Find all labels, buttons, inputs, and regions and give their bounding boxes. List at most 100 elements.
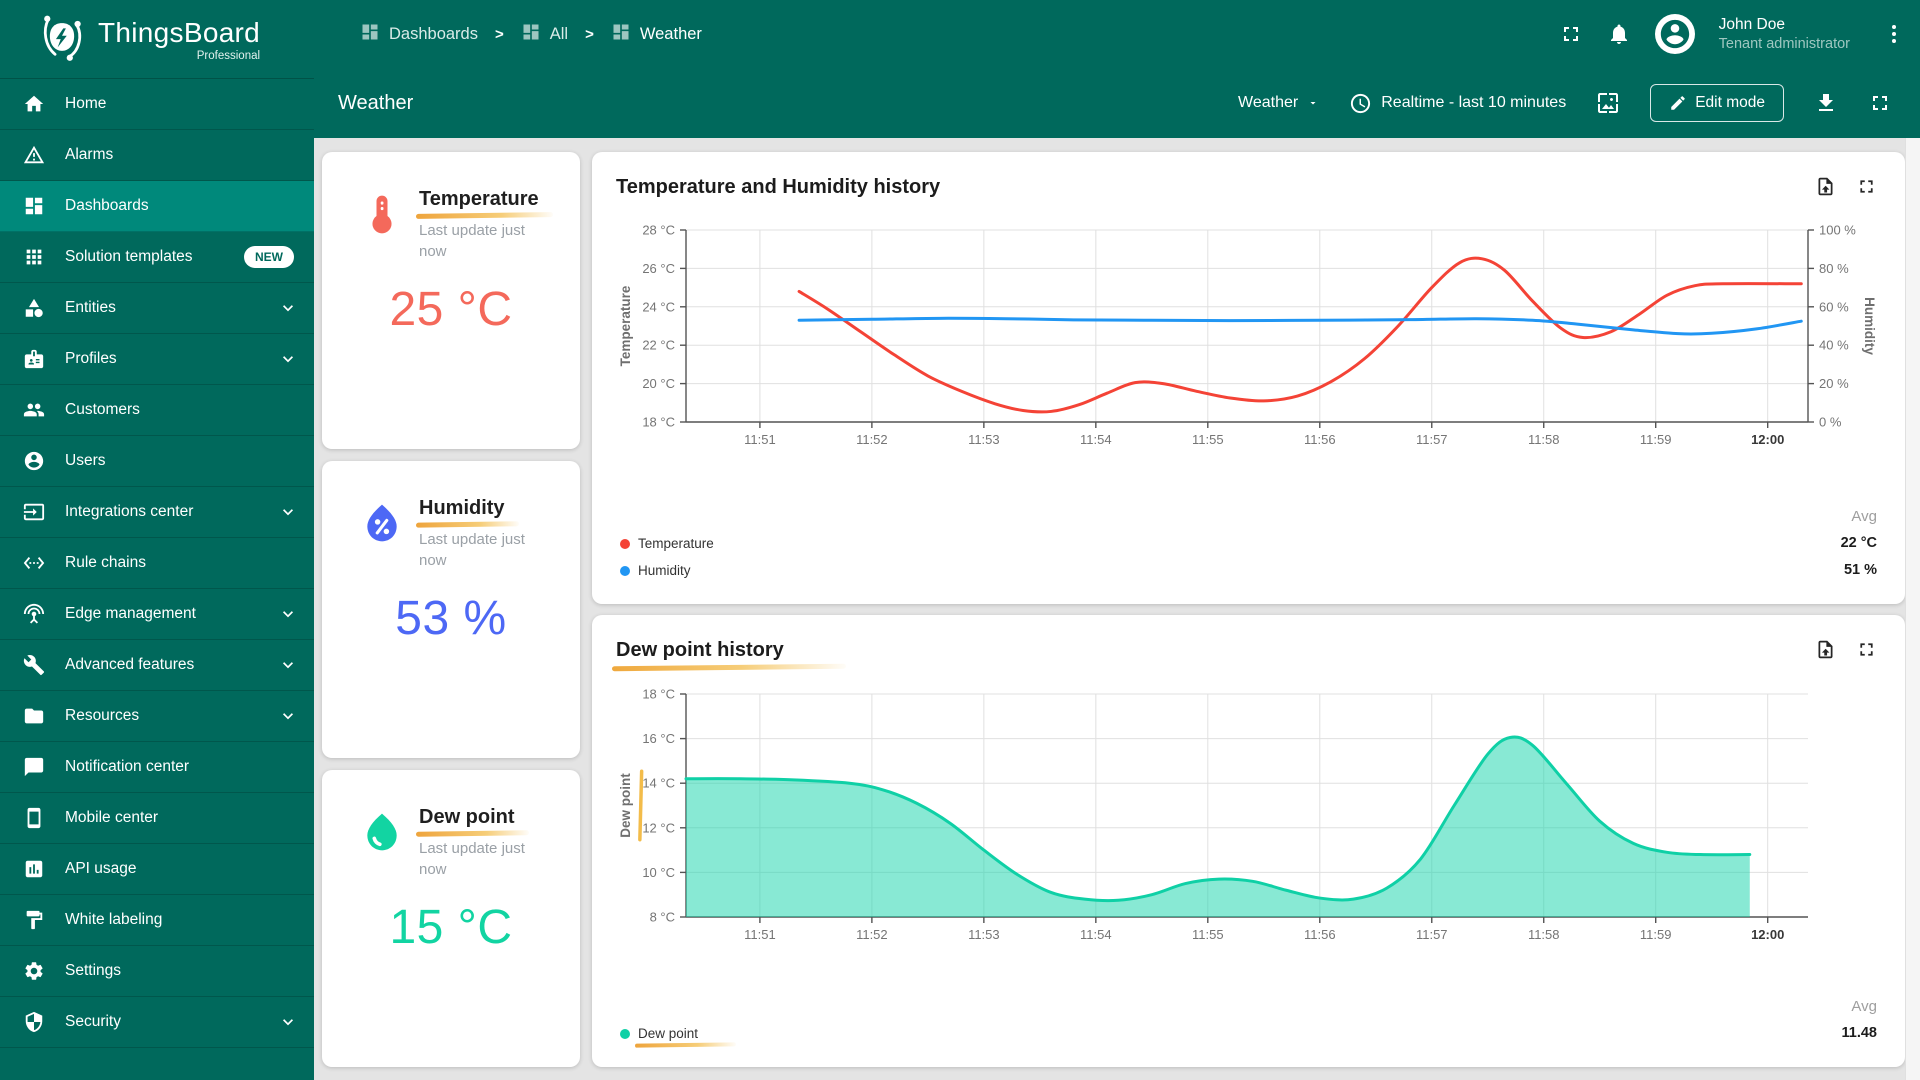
breadcrumb-label: Dashboards <box>389 24 478 43</box>
sidebar-item-advanced-features[interactable]: Advanced features <box>0 640 314 691</box>
sidebar-item-entities[interactable]: Entities <box>0 283 314 334</box>
chart-legend: Dew point <box>620 993 698 1047</box>
category-icon <box>23 297 45 319</box>
card-last-update: Last update just now <box>419 222 525 260</box>
sidebar-item-label: Notification center <box>65 758 190 775</box>
fullscreen-button[interactable] <box>1559 22 1583 46</box>
timewindow-button[interactable]: Realtime - last 10 minutes <box>1349 92 1566 115</box>
shield-icon <box>23 1011 45 1033</box>
sidebar-item-customers[interactable]: Customers <box>0 385 314 436</box>
export-widget-button[interactable] <box>1815 176 1836 197</box>
chart-icon <box>23 858 45 880</box>
sidebar-item-notification-center[interactable]: Notification center <box>0 742 314 793</box>
sidebar-item-rule-chains[interactable]: Rule chains <box>0 538 314 589</box>
svg-text:11:55: 11:55 <box>1192 432 1224 447</box>
legend-item-dew-point[interactable]: Dew point <box>620 1020 698 1047</box>
user-role: Tenant administrator <box>1718 35 1850 52</box>
svg-text:8 °C: 8 °C <box>650 910 675 925</box>
toolbar-actions: Weather Realtime - last 10 minutes Edit … <box>1238 84 1892 122</box>
widget-fullscreen-button[interactable] <box>1856 176 1877 197</box>
header-actions: John Doe Tenant administrator <box>1559 14 1906 54</box>
sidebar-item-label: API usage <box>65 860 137 877</box>
svg-text:10 °C: 10 °C <box>642 865 675 880</box>
widget-fullscreen-button[interactable] <box>1856 639 1877 660</box>
breadcrumb-item-weather[interactable]: Weather <box>611 22 702 47</box>
sidebar-item-mobile-center[interactable]: Mobile center <box>0 793 314 844</box>
more-menu-button[interactable] <box>1882 22 1906 46</box>
legend-item-temperature[interactable]: Temperature <box>620 530 714 557</box>
charts-column: Temperature and Humidity history 18 °C 20… <box>592 152 1905 1067</box>
svg-text:11:58: 11:58 <box>1528 432 1560 447</box>
edit-mode-button[interactable]: Edit mode <box>1650 84 1784 122</box>
chart-legend: Temperature Humidity <box>620 503 714 584</box>
dashboard-fullscreen-button[interactable] <box>1868 91 1892 115</box>
chat-icon <box>23 756 45 778</box>
download-icon <box>1819 94 1833 111</box>
badge-icon <box>23 348 45 370</box>
legend-label: Dew point <box>638 1026 699 1041</box>
legend-dot <box>620 565 630 576</box>
svg-text:11:51: 11:51 <box>744 927 776 942</box>
sidebar-item-label: Home <box>65 95 107 112</box>
legend-item-humidity[interactable]: Humidity <box>620 557 714 584</box>
pencil-icon <box>1671 96 1685 110</box>
thingsboard-logo[interactable]: ThingsBoard Professional <box>0 0 314 79</box>
humidity-drop-icon <box>360 501 404 545</box>
apps-icon <box>23 246 45 268</box>
dashboard-state-select[interactable]: Weather <box>1238 94 1319 112</box>
sidebar-item-solution-templates[interactable]: Solution templates NEW <box>0 232 314 283</box>
sidebar-item-label: Solution templates <box>65 248 193 265</box>
sidebar-item-label: Resources <box>65 707 140 724</box>
thingsboard-logo-icon <box>36 11 88 68</box>
svg-text:22 °C: 22 °C <box>642 338 675 353</box>
dashboards-icon <box>611 22 631 47</box>
svg-text:12:00: 12:00 <box>1751 432 1784 447</box>
sidebar-item-label: Settings <box>65 962 122 979</box>
user-menu[interactable]: John Doe Tenant administrator <box>1719 15 1850 53</box>
dashboard-content: Temperature Last update just now 25 °C H… <box>314 138 1920 1080</box>
avatar[interactable] <box>1654 14 1695 54</box>
sidebar-item-resources[interactable]: Resources <box>0 691 314 742</box>
sidebar-item-label: Edge management <box>65 605 196 622</box>
notifications-button[interactable] <box>1607 22 1631 46</box>
sidebar-item-label: Advanced features <box>65 656 195 673</box>
sidebar-item-white-labeling[interactable]: White labeling <box>0 895 314 946</box>
svg-text:26 °C: 26 °C <box>642 261 675 276</box>
download-button[interactable] <box>1814 91 1838 115</box>
sidebar-item-alarms[interactable]: Alarms <box>0 130 314 181</box>
sidebar-item-users[interactable]: Users <box>0 436 314 487</box>
sidebar-item-edge-management[interactable]: Edge management <box>0 589 314 640</box>
legend-label: Humidity <box>638 563 691 578</box>
sidebar-item-label: Profiles <box>65 350 117 367</box>
avg-value-temperature: 22 °C <box>1840 535 1877 551</box>
dashboard-image-button[interactable] <box>1596 91 1620 115</box>
value-card-temperature: Temperature Last update just now 25 °C <box>322 152 580 449</box>
svg-text:20 %: 20 % <box>1819 376 1849 391</box>
sidebar-item-integrations-center[interactable]: Integrations center <box>0 487 314 538</box>
file-export-icon <box>1818 640 1833 659</box>
sidebar-item-profiles[interactable]: Profiles <box>0 334 314 385</box>
sidebar-item-settings[interactable]: Settings <box>0 946 314 997</box>
export-widget-button[interactable] <box>1815 639 1836 660</box>
avg-header: Avg <box>1851 998 1877 1015</box>
sidebar-item-home[interactable]: Home <box>0 79 314 130</box>
svg-text:11:54: 11:54 <box>1080 432 1112 447</box>
sidebar-item-api-usage[interactable]: API usage <box>0 844 314 895</box>
breadcrumb-item-all[interactable]: All <box>521 22 568 47</box>
value-card-dew-point: Dew point Last update just now 15 °C <box>322 770 580 1067</box>
breadcrumb-item-dashboards[interactable]: Dashboards <box>360 22 478 47</box>
scrollbar[interactable] <box>1905 138 1920 1080</box>
chart-card-temperature-humidity: Temperature and Humidity history 18 °C 20… <box>592 152 1905 604</box>
breadcrumb-label: Weather <box>639 24 702 43</box>
sidebar-item-dashboards[interactable]: Dashboards <box>0 181 314 232</box>
chart-avg-column: Avg 11.48 <box>1842 993 1878 1047</box>
legend-dot <box>620 1028 630 1039</box>
new-badge: NEW <box>244 246 294 268</box>
sidebar: ThingsBoard Professional Home Alarms Dashb… <box>0 0 314 1080</box>
sidebar-item-security[interactable]: Security <box>0 997 314 1048</box>
breadcrumb-separator: > <box>585 25 594 43</box>
people-icon <box>23 399 45 421</box>
chevron-down-icon <box>278 604 298 624</box>
card-title: Dew point <box>419 806 515 828</box>
